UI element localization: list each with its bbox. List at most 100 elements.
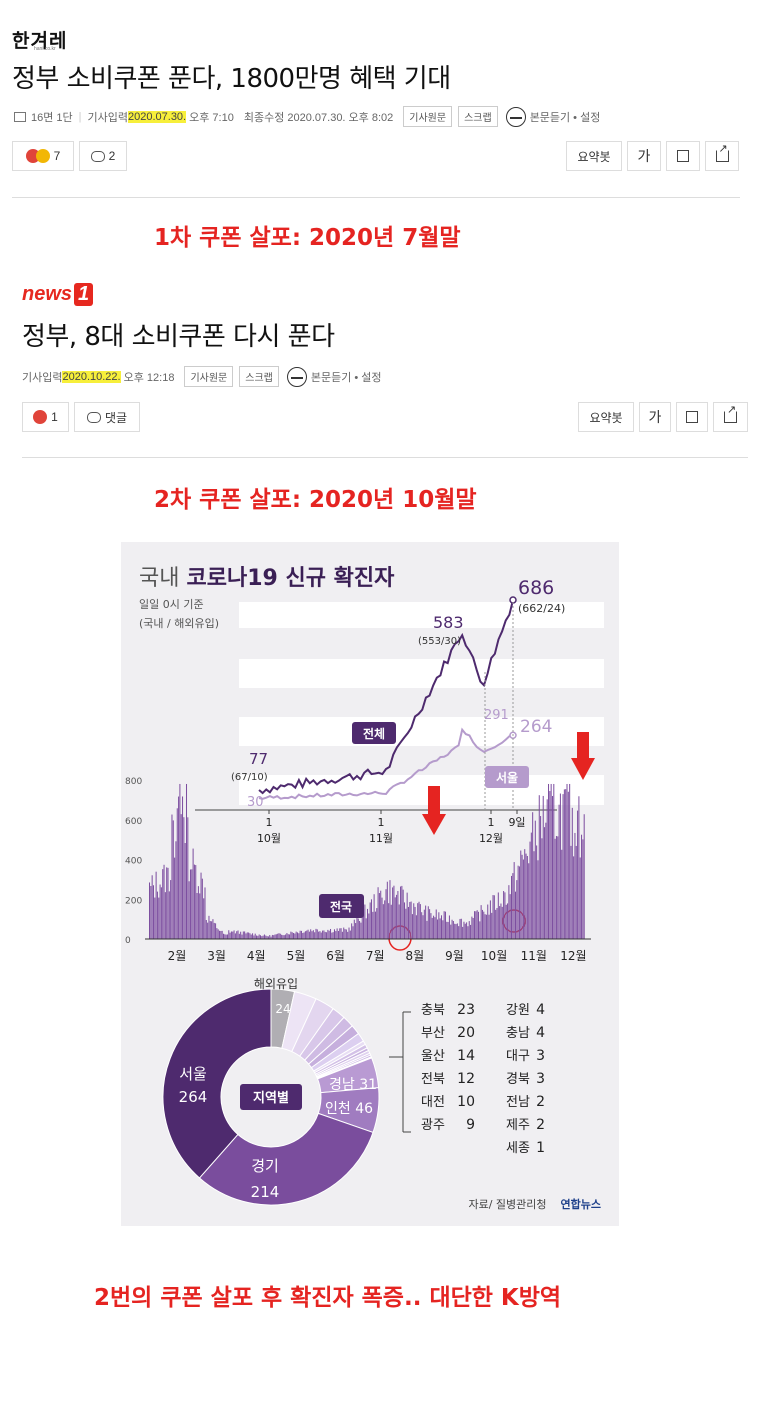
bar: [300, 930, 302, 939]
news1-logo[interactable]: news 1: [22, 283, 94, 306]
bar: [384, 900, 386, 939]
bar: [289, 934, 291, 939]
bar: [347, 931, 349, 939]
bar: [446, 921, 448, 939]
bar: [162, 869, 164, 939]
print-icon: [686, 411, 698, 423]
bar: [546, 799, 548, 939]
bar: [265, 935, 267, 939]
bar: [258, 934, 260, 939]
slice-label-incheon: 인천 46: [325, 1101, 373, 1117]
bar: [236, 931, 238, 939]
bar: [324, 931, 326, 939]
bar: [537, 860, 539, 939]
bar: [341, 931, 343, 939]
article2-settings-link[interactable]: • 설정: [354, 371, 382, 384]
bar: [377, 887, 379, 939]
bar: [312, 930, 314, 939]
sad-face-icon: [35, 149, 50, 163]
bar: [368, 913, 370, 939]
bar: [561, 849, 563, 939]
article1-comment-count: 2: [108, 149, 116, 163]
bar: [452, 921, 454, 939]
y-tick-label: 400: [125, 857, 142, 867]
article2-summary-button[interactable]: 요약봇: [578, 402, 634, 432]
slice-value-seoul: 264: [179, 1088, 208, 1106]
bar: [565, 789, 567, 939]
article2-original-button[interactable]: 기사원문: [184, 366, 234, 387]
article1-settings-link[interactable]: • 설정: [573, 111, 601, 124]
bar: [374, 911, 376, 939]
article2-scrap-button[interactable]: 스크랩: [239, 366, 279, 387]
article2-comment-button[interactable]: 댓글: [74, 402, 140, 432]
bar: [178, 796, 180, 939]
center-label: 지역별: [253, 1090, 289, 1106]
bar: [211, 921, 213, 939]
bar: [322, 930, 324, 939]
bar: [388, 903, 390, 939]
bar: [261, 936, 263, 939]
bar: [219, 930, 221, 939]
hani-logo[interactable]: 한겨레: [12, 30, 68, 52]
bar: [195, 865, 197, 939]
legend-name: 충남: [506, 1026, 530, 1041]
bar: [540, 816, 542, 939]
article2-reaction-button[interactable]: 1: [22, 402, 69, 432]
pie-slice: [162, 988, 272, 1179]
infographic-subtitle-2: (국내 / 해외유입): [139, 617, 220, 630]
bar: [349, 930, 351, 939]
legend-name: 대전: [421, 1095, 445, 1110]
article1-modified: 최종수정 2020.07.30. 오후 8:02: [243, 111, 394, 124]
y-tick-label: 200: [125, 896, 142, 906]
bar: [230, 931, 232, 939]
bar: [224, 934, 226, 939]
listen-icon[interactable]: [286, 366, 307, 387]
bar: [513, 862, 515, 939]
bar: [336, 928, 338, 939]
bar: [189, 869, 191, 939]
bar: [429, 909, 431, 939]
bar: [485, 914, 487, 939]
divider: [12, 197, 740, 198]
bar: [476, 910, 478, 939]
article1-reaction-button[interactable]: 7: [12, 141, 74, 171]
x-tick-label: 6월: [326, 949, 345, 963]
bar: [330, 928, 332, 939]
article1-share-button[interactable]: [705, 141, 739, 171]
bar: [467, 926, 469, 939]
bar: [226, 934, 228, 939]
bar: [160, 887, 162, 939]
article1-font-button[interactable]: 가: [627, 141, 661, 171]
bar: [480, 905, 482, 939]
bar: [326, 932, 328, 939]
article1-scrap-button[interactable]: 스크랩: [458, 106, 498, 127]
listen-icon[interactable]: [505, 106, 526, 127]
article2-comment-label: 댓글: [104, 410, 128, 425]
bar: [328, 930, 330, 939]
bar: [171, 814, 173, 939]
article2-font-button[interactable]: 가: [639, 402, 671, 432]
bar: [204, 887, 206, 939]
bar: [554, 838, 556, 939]
article2-listen-button[interactable]: 본문듣기: [310, 371, 352, 384]
article1-original-button[interactable]: 기사원문: [403, 106, 453, 127]
article1-listen-button[interactable]: 본문듣기: [529, 111, 571, 124]
bar: [197, 886, 199, 939]
bar: [479, 921, 481, 939]
bar: [266, 936, 268, 939]
yonhap-logo: 연합뉴스: [560, 1198, 601, 1211]
bar: [405, 908, 407, 939]
bar: [282, 935, 284, 939]
bar: [287, 934, 289, 939]
article2-share-button[interactable]: [713, 402, 748, 432]
bar: [484, 914, 486, 939]
bar: [542, 795, 544, 939]
article1-print-button[interactable]: [666, 141, 700, 171]
slice-label-seoul: 서울: [179, 1065, 207, 1083]
article2-print-button[interactable]: [676, 402, 708, 432]
bar: [583, 814, 585, 939]
article1-summary-button[interactable]: 요약봇: [566, 141, 622, 171]
legend-value: 9: [466, 1117, 475, 1133]
article1-comment-button[interactable]: 2: [79, 141, 127, 171]
